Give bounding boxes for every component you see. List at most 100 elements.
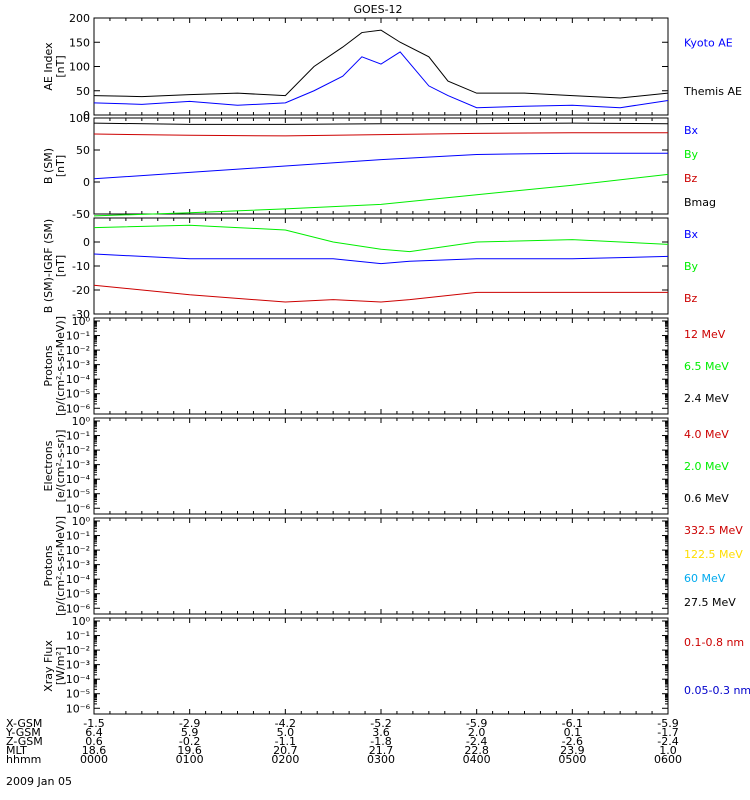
y-axis-label: [nT] — [54, 255, 67, 277]
footer-value: -2.9 — [179, 717, 200, 730]
legend-entry: 12 MeV — [684, 328, 726, 341]
footer-value: 0200 — [271, 753, 299, 766]
legend-entry: 27.5 MeV — [684, 596, 736, 609]
legend-entry: Kyoto AE — [684, 36, 733, 49]
footer-value: 5.9 — [181, 726, 199, 739]
series-line-bmag — [93, 122, 669, 125]
y-axis-label: Protons — [42, 345, 55, 386]
legend-entry: 2.4 MeV — [684, 392, 729, 405]
plot-title: GOES-12 — [353, 3, 402, 16]
legend-entry: Themis AE — [683, 85, 742, 98]
footer-value: 22.8 — [464, 744, 489, 757]
footer-value: 20.7 — [273, 744, 298, 757]
footer-row-label: Y-GSM — [5, 726, 41, 739]
y-tick-label: 0 — [83, 236, 90, 249]
panel-b_minus_igrf: 0 -10 -20 -30 B (SM)-IGRF (SM) [nT] Bx By Bz — [42, 217, 699, 321]
y-axis-label: B (SM) — [42, 148, 55, 184]
footer-value: -2.6 — [562, 735, 583, 748]
legend-entry: 0.05-0.3 nm — [684, 684, 750, 697]
y-tick-label: -30 — [72, 308, 90, 321]
legend-entry: 2.0 MeV — [684, 460, 729, 473]
footer-value: 0300 — [367, 753, 395, 766]
footer-value: 18.6 — [82, 744, 107, 757]
y-tick-label: 10⁻³ — [66, 559, 90, 572]
y-tick-label: 10⁻¹ — [66, 430, 90, 443]
series-line-by — [93, 173, 669, 217]
y-tick-label: -10 — [72, 260, 90, 273]
legend-entry: Bmag — [684, 196, 716, 209]
footer-value: 0600 — [654, 753, 682, 766]
y-axis-label: Protons — [42, 545, 55, 586]
y-tick-label: 10⁻⁵ — [66, 688, 90, 701]
footer-value: -2.4 — [466, 735, 487, 748]
footer-value: 0.1 — [564, 726, 582, 739]
footer-row-label: hhmm — [6, 753, 41, 766]
legend-entry: By — [684, 260, 699, 273]
legend-entry: 6.5 MeV — [684, 360, 729, 373]
y-tick-label: 0 — [83, 109, 90, 122]
series-line-bx — [93, 253, 669, 265]
footer-row-label: MLT — [6, 744, 27, 757]
footer-row-label: Z-GSM — [6, 735, 43, 748]
panel-protons_high: 10⁰ 10⁻¹10⁻² 10⁻³10⁻⁴ 10⁻⁵10⁻⁶ Protons [p/(cm… — [42, 515, 743, 616]
y-tick-label: 150 — [69, 36, 90, 49]
y-tick-label: 10⁻⁵ — [66, 588, 90, 601]
footer-value: 0400 — [463, 753, 491, 766]
footer-value: -6.1 — [562, 717, 583, 730]
panel-frame — [93, 617, 669, 715]
footer-value: 0000 — [80, 753, 108, 766]
panel-ae: 200 150 100 50 0 AE Index [nT] Kyoto AE Themis A… — [42, 12, 742, 122]
y-axis-label: [nT] — [54, 55, 67, 77]
panel-b_sm: 100 50 0 -50 B (SM) [nT] Bx By Bz Bmag — [42, 112, 716, 221]
legend-entry: 122.5 MeV — [684, 548, 743, 561]
legend-entry: 0.6 MeV — [684, 492, 729, 505]
y-tick-label: 0 — [83, 176, 90, 189]
y-tick-label: 10⁻¹ — [66, 330, 90, 343]
y-tick-label: 10⁻⁴ — [66, 473, 91, 486]
y-tick-label: 10⁻⁵ — [66, 388, 90, 401]
legend-entry: 4.0 MeV — [684, 428, 729, 441]
y-axis-label: [p/(cm²-s-sr-MeV)] — [54, 516, 67, 616]
series-line-bz — [93, 284, 668, 303]
y-tick-label: 10⁻⁶ — [66, 602, 91, 615]
footer-value: -2.4 — [657, 735, 678, 748]
footer-value: 0.6 — [85, 735, 103, 748]
legend-entry: By — [684, 148, 699, 161]
y-tick-label: 10⁰ — [72, 415, 91, 428]
footer-value: 0500 — [558, 753, 586, 766]
panel-frame — [93, 517, 669, 615]
date-label: 2009 Jan 05 — [6, 775, 72, 788]
footer-value: 5.0 — [277, 726, 295, 739]
y-tick-label: 10⁰ — [72, 615, 91, 628]
y-tick-label: 10⁻³ — [66, 459, 90, 472]
y-tick-label: 10⁻⁴ — [66, 573, 91, 586]
legend-entry: 332.5 MeV — [684, 524, 743, 537]
y-axis-label: B (SM)-IGRF (SM) — [42, 219, 55, 313]
footer-value: -1.7 — [657, 726, 678, 739]
footer-value: -5.9 — [466, 717, 487, 730]
y-tick-label: 100 — [69, 61, 90, 74]
y-tick-label: 10⁻² — [66, 644, 90, 657]
legend-entry: Bz — [684, 292, 698, 305]
y-tick-label: 10⁻² — [66, 444, 90, 457]
footer-value: 19.6 — [177, 744, 202, 757]
footer-value: -1.1 — [275, 735, 296, 748]
footer-value: -5.9 — [657, 717, 678, 730]
footer-value: 2.0 — [468, 726, 486, 739]
series-line-bx — [93, 152, 668, 180]
y-tick-label: 10⁻⁵ — [66, 488, 90, 501]
footer-value: -1.8 — [370, 735, 391, 748]
y-tick-label: 10⁻² — [66, 344, 90, 357]
panel-frame — [93, 17, 669, 116]
footer-value: -1.5 — [83, 717, 104, 730]
y-tick-label: 10⁻⁶ — [66, 702, 91, 715]
y-axis-label: [nT] — [54, 155, 67, 177]
y-axis-label: [e/(cm²-s-sr)] — [54, 430, 67, 503]
y-tick-label: 10⁻¹ — [66, 530, 90, 543]
series-line-bz — [93, 132, 668, 137]
footer-value: -5.2 — [370, 717, 391, 730]
y-tick-label: 10⁰ — [72, 315, 91, 328]
y-tick-label: -50 — [72, 208, 90, 221]
panel-frame — [93, 317, 669, 415]
